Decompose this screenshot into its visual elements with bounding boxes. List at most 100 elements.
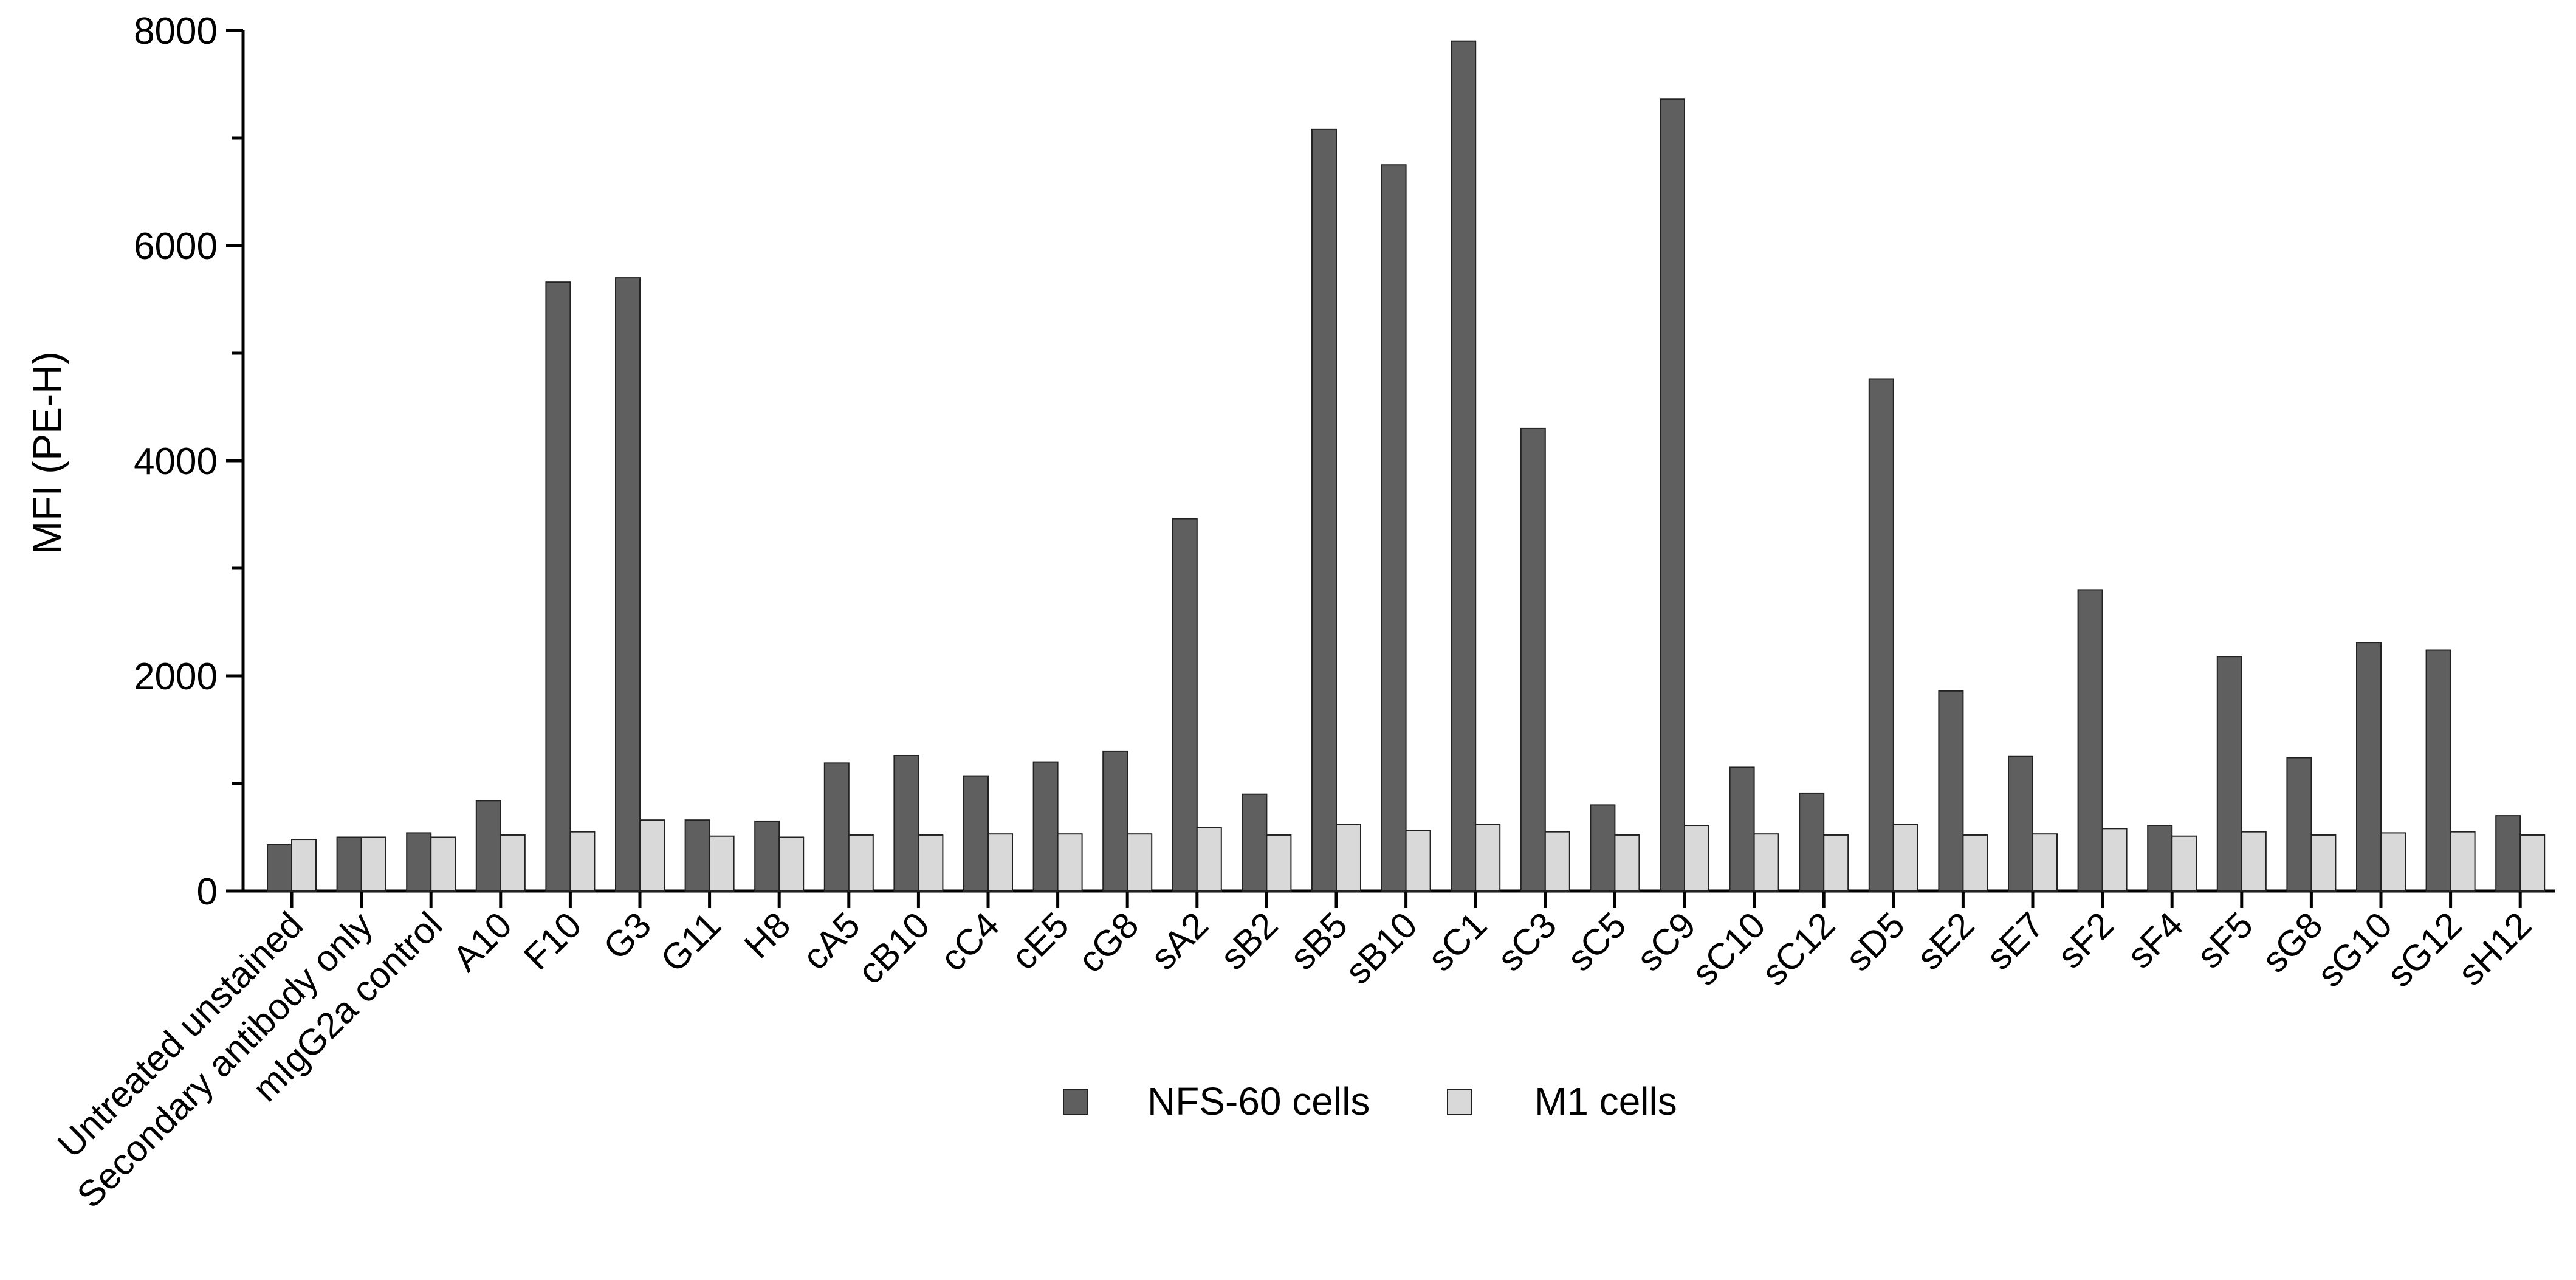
bar-m1: [1196, 827, 1222, 892]
bar-nfs60: [823, 762, 850, 892]
x-tick-label: sF4: [2119, 904, 2191, 976]
bar-nfs60: [336, 836, 362, 892]
bar-m1: [1405, 830, 1431, 892]
y-axis-title: MFI (PE-H): [24, 351, 69, 554]
bar-nfs60: [2147, 825, 2173, 892]
x-tick-label: sC10: [1684, 904, 1773, 993]
bar-nfs60: [1172, 518, 1198, 892]
bar-m1: [1892, 824, 1918, 892]
bar-nfs60: [2286, 757, 2312, 892]
x-tick-label: cB10: [850, 904, 938, 992]
bar-nfs60: [406, 832, 432, 892]
bar-m1: [1336, 824, 1361, 892]
bar-m1: [1614, 834, 1640, 892]
axes: 0 2000 4000 6000 8000: [134, 10, 2555, 913]
bar-m1: [2519, 834, 2546, 892]
bar-nfs60: [1868, 378, 1894, 892]
x-tick-label: sC12: [1754, 904, 1843, 993]
bar-m1: [291, 839, 317, 892]
bar-m1: [1544, 831, 1570, 892]
bar-nfs60: [963, 775, 989, 892]
bar-m1: [2032, 833, 2058, 892]
x-tick-label: sG12: [2379, 904, 2470, 995]
bar-m1: [430, 836, 456, 892]
bar-m1: [639, 819, 665, 892]
legend: NFS-60 cells M1 cells: [1063, 1079, 1677, 1123]
bar-nfs60: [1242, 793, 1268, 892]
bar-m1: [709, 835, 735, 892]
bar-nfs60: [1102, 750, 1128, 892]
bar-nfs60: [267, 844, 292, 892]
bars: [267, 40, 2546, 892]
x-tick-label: sH12: [2450, 904, 2539, 993]
bar-m1: [778, 836, 805, 892]
bar-m1: [987, 833, 1013, 892]
bar-nfs60: [2008, 755, 2033, 892]
bar-m1: [1684, 825, 1709, 892]
bar-nfs60: [615, 277, 641, 892]
x-tick-label: sE7: [1979, 904, 2052, 977]
bar-m1: [360, 836, 386, 892]
x-tick-label: sC1: [1420, 904, 1495, 979]
bar-m1: [500, 834, 526, 892]
bar-m1: [2450, 831, 2476, 892]
x-tick-label: sB2: [1212, 904, 1285, 977]
bar-m1: [2310, 834, 2337, 892]
y-tick-label: 4000: [134, 441, 218, 483]
x-tick-label: sE2: [1909, 904, 1982, 977]
bar-nfs60: [2077, 589, 2103, 892]
x-tick-label: cC4: [932, 904, 1007, 979]
bar-m1: [1127, 833, 1153, 892]
bar-nfs60: [2425, 649, 2451, 892]
bar-m1: [1753, 833, 1779, 892]
bar-nfs60: [2495, 815, 2521, 892]
x-tick-label: sF5: [2189, 904, 2261, 976]
x-tick-label: sA2: [1143, 904, 1216, 977]
bar-nfs60: [1938, 690, 1964, 892]
y-tick-label: 2000: [134, 656, 218, 698]
x-tick-label: cE5: [1003, 904, 1076, 977]
bar-nfs60: [1381, 164, 1407, 892]
bar-m1: [2241, 831, 2267, 892]
x-tick-label: sC3: [1489, 904, 1564, 979]
bar-m1: [569, 831, 596, 892]
x-tick-label: sB10: [1338, 904, 1425, 992]
x-tick-label: H8: [737, 904, 799, 966]
bar-m1: [1962, 834, 1988, 892]
x-tick-label: G3: [596, 904, 659, 968]
bar-nfs60: [475, 800, 501, 892]
bar-m1: [2380, 832, 2406, 892]
bar-m1: [1475, 824, 1501, 892]
bar-m1: [1057, 833, 1083, 892]
bar-nfs60: [1311, 128, 1337, 892]
x-tick-label: Secondary antibody only: [69, 904, 380, 1216]
x-tick-label: A10: [445, 904, 520, 979]
bar-nfs60: [1590, 804, 1616, 892]
x-tick-label: sG10: [2309, 904, 2400, 995]
bar-nfs60: [1729, 766, 1755, 892]
bar-nfs60: [1520, 427, 1546, 892]
legend-label: M1 cells: [1534, 1079, 1677, 1123]
legend-swatch: [1063, 1089, 1088, 1115]
x-tick-label: F10: [516, 904, 589, 977]
bar-nfs60: [545, 281, 571, 892]
bar-m1: [2101, 828, 2128, 892]
bar-m1: [1266, 834, 1292, 892]
bar-nfs60: [1660, 98, 1685, 892]
y-tick-label: 6000: [134, 225, 218, 267]
bar-m1: [2171, 835, 2197, 892]
bar-nfs60: [2216, 656, 2242, 892]
x-tick-label: cG8: [1070, 904, 1146, 980]
bar-m1: [918, 834, 944, 892]
x-tick-label: G11: [653, 904, 728, 980]
bar-nfs60: [1032, 761, 1059, 892]
legend-swatch: [1447, 1089, 1472, 1115]
bar-m1: [1823, 834, 1849, 892]
bar-nfs60: [893, 754, 919, 892]
bar-nfs60: [2356, 642, 2382, 892]
y-tick-label: 8000: [134, 10, 218, 52]
bar-nfs60: [684, 819, 710, 892]
